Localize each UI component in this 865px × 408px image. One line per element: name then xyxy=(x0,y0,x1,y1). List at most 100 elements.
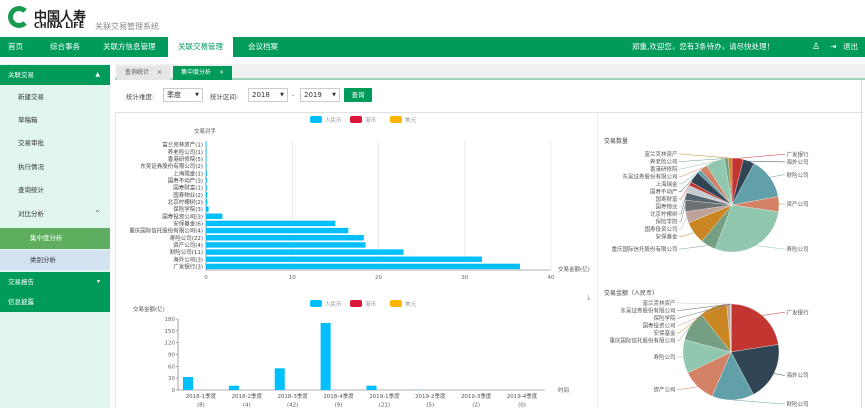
pie-label: 保险学院 xyxy=(653,314,676,322)
sidebar: 关联交易 ▲ 新建交易 草稿箱 交易审批 执行情况 查询统计 对比分析 ^ 集中度分… xyxy=(0,64,110,408)
nav-meeting-archive[interactable]: 会议档案 xyxy=(248,42,278,51)
y-tick-label: 0 xyxy=(172,388,176,394)
sidebar-item-new[interactable]: 新建交易 xyxy=(18,93,44,101)
pie-label: 财险公司 xyxy=(787,400,809,408)
legend-swatch xyxy=(390,300,402,307)
pie-leader-line xyxy=(679,160,716,170)
welcome-message[interactable]: 郑重,欢迎您，您有3条待办，请尽快处理！ xyxy=(632,42,775,51)
pie-title: 交易金额（人民币） xyxy=(604,289,658,297)
panel-border xyxy=(861,80,862,408)
user-icon[interactable]: ♙ xyxy=(812,42,821,52)
bar xyxy=(206,235,364,241)
close-icon[interactable]: × xyxy=(219,69,225,76)
legend-swatch xyxy=(310,116,322,123)
x-tick-label: 20 xyxy=(375,275,382,281)
bar xyxy=(206,170,207,176)
x-tick-count: (4) xyxy=(243,403,251,408)
bar xyxy=(206,256,482,262)
dropdown-arrow-icon: ▼ xyxy=(280,92,284,98)
x-tick-label: 2019-1季度 xyxy=(369,392,400,400)
query-button[interactable]: 查询 xyxy=(344,88,372,102)
china-life-logo-icon xyxy=(8,6,30,28)
to-year-select[interactable]: 2019 ▼ xyxy=(300,88,340,102)
logout-link[interactable]: 退出 xyxy=(843,42,858,51)
nav-home[interactable]: 首页 xyxy=(8,42,23,51)
pie-label: 保险学院 xyxy=(655,218,678,226)
pie-slice xyxy=(714,204,779,253)
legend-swatch xyxy=(310,300,322,307)
tab-label: 集中度分析 xyxy=(181,69,212,76)
y-tick-label: 国寿财富(1) xyxy=(173,184,203,192)
legend-swatch xyxy=(350,300,362,307)
dimension-select[interactable]: 季度 ▼ xyxy=(163,88,203,102)
pie-label: 安保基金 xyxy=(655,233,678,241)
close-icon[interactable]: × xyxy=(157,69,163,76)
bar xyxy=(206,141,207,148)
system-title: 关联交易管理系统 xyxy=(95,22,159,31)
pie-label: 北京柠檬树 xyxy=(650,210,678,218)
pie-leader-line xyxy=(677,303,731,311)
download-icon[interactable]: ⤓ xyxy=(587,293,591,302)
chevron-up-icon: ▲ xyxy=(95,71,100,78)
x-tick-count: (0) xyxy=(518,403,526,408)
pie-label: 资产公司 xyxy=(787,200,809,208)
pie-label: 寿险公司 xyxy=(787,245,809,253)
from-year-select[interactable]: 2018 ▼ xyxy=(248,88,288,102)
x-tick-label: 2019-3季度 xyxy=(461,392,492,400)
nav-general-affairs[interactable]: 综合事务 xyxy=(50,42,80,51)
sidebar-item-execution[interactable]: 执行情况 xyxy=(18,163,44,171)
range-separator: - xyxy=(292,91,295,99)
pie-leader-line xyxy=(679,183,691,200)
bar xyxy=(206,199,208,205)
y-tick-label: 重庆国际信托股份有限公司(4) xyxy=(129,227,203,235)
tab-query-stats[interactable]: 查询统计 × xyxy=(117,66,171,80)
pie-label: 重庆国际信托股份有限公司 xyxy=(609,337,675,345)
nav-related-transactions[interactable]: 关联交易管理 xyxy=(168,37,233,57)
chart-panel xyxy=(115,112,863,408)
y-tick-label: 150 xyxy=(165,329,176,335)
y-tick-label: 广发银行(3) xyxy=(173,262,203,270)
sidebar-item-comparison[interactable]: 对比分析 ^ xyxy=(0,204,110,224)
logout-icon[interactable]: ⇥ xyxy=(830,42,837,51)
pie-label: 寿险公司 xyxy=(653,353,675,361)
pie-label: 国寿不动产 xyxy=(650,188,678,196)
pie-label: 养老险公司 xyxy=(650,158,678,166)
x-tick-count: (42) xyxy=(287,403,298,408)
pie-label: 上海瑞金 xyxy=(655,180,678,188)
x-tick-label: 2019-2季度 xyxy=(415,392,446,400)
pie-slice xyxy=(730,303,779,353)
nav-related-party[interactable]: 关联方信息管理 xyxy=(103,42,156,51)
legend-label: 人民币 xyxy=(325,301,342,308)
bar xyxy=(206,163,207,169)
tab-concentration[interactable]: 集中度分析 × xyxy=(173,66,233,80)
bar xyxy=(206,184,207,191)
pie-label: 东吴证券股份有限公司 xyxy=(620,307,675,315)
x-tick-count: (21) xyxy=(379,403,390,408)
pie-label: 富兰克林资产 xyxy=(644,150,678,158)
y-tick-label: 国寿不动产(3) xyxy=(168,176,203,184)
sidebar-group-label: 关联交易 xyxy=(8,71,34,79)
bar xyxy=(228,385,239,390)
sidebar-item-label: 对比分析 xyxy=(18,210,44,218)
legend-swatch xyxy=(390,116,402,123)
sidebar-item-concentration[interactable]: 集中度分析 xyxy=(0,228,110,249)
pie-leader-line xyxy=(762,312,785,316)
logo-text-cn: 中国人寿 xyxy=(34,10,87,25)
pie-label: 富兰克林资产 xyxy=(642,299,676,307)
legend-label: 港币 xyxy=(365,116,377,124)
y-tick-label: 北京柠檬树(2) xyxy=(168,198,203,206)
sidebar-item-approval[interactable]: 交易审批 xyxy=(18,139,44,147)
sidebar-item-category[interactable]: 类别分析 xyxy=(0,250,110,270)
sidebar-group-transactions[interactable]: 关联交易 ▲ xyxy=(0,65,110,85)
y-tick-label: 资产公司(4) xyxy=(173,241,203,249)
x-tick-label: 2018-1季度 xyxy=(186,392,217,400)
sidebar-item-query-stats[interactable]: 查询统计 xyxy=(18,186,44,194)
bar xyxy=(366,385,377,390)
y-tick-label: 60 xyxy=(168,364,175,370)
pie-label: 财险公司 xyxy=(787,171,809,179)
sidebar-item-drafts[interactable]: 草稿箱 xyxy=(18,116,38,124)
sidebar-group-disclosure[interactable]: 信息披露 xyxy=(0,292,110,312)
sidebar-group-reports[interactable]: 交易报告 ▾ xyxy=(0,272,110,292)
chevron-up-icon: ^ xyxy=(94,210,100,217)
